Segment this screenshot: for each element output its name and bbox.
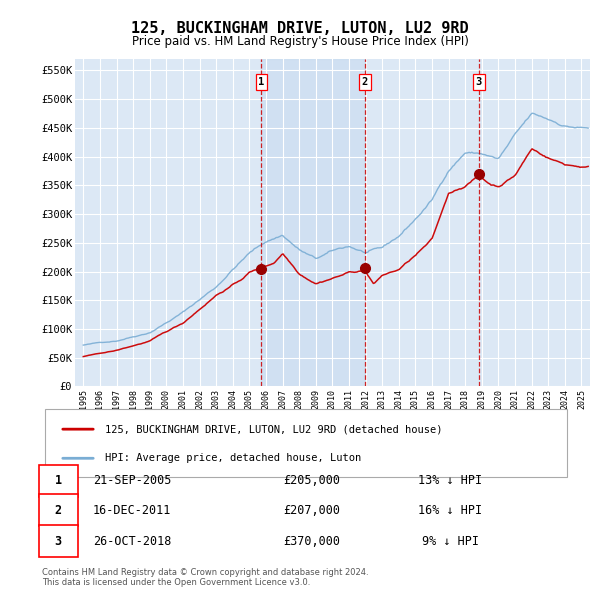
Text: 1: 1 [55,474,62,487]
Text: 2: 2 [362,77,368,87]
Text: HPI: Average price, detached house, Luton: HPI: Average price, detached house, Luto… [105,453,361,463]
Text: 13% ↓ HPI: 13% ↓ HPI [418,474,482,487]
Text: 2: 2 [55,504,62,517]
Bar [262,59,365,386]
Text: £370,000: £370,000 [284,535,341,548]
Text: 16% ↓ HPI: 16% ↓ HPI [418,504,482,517]
Text: Price paid vs. HM Land Registry's House Price Index (HPI): Price paid vs. HM Land Registry's House … [131,35,469,48]
Text: 125, BUCKINGHAM DRIVE, LUTON, LU2 9RD (detached house): 125, BUCKINGHAM DRIVE, LUTON, LU2 9RD (d… [105,424,443,434]
Text: 125, BUCKINGHAM DRIVE, LUTON, LU2 9RD: 125, BUCKINGHAM DRIVE, LUTON, LU2 9RD [131,21,469,35]
Text: £207,000: £207,000 [284,504,341,517]
Text: 1: 1 [258,77,265,87]
Text: 9% ↓ HPI: 9% ↓ HPI [421,535,479,548]
Text: 3: 3 [476,77,482,87]
Text: 21-SEP-2005: 21-SEP-2005 [93,474,171,487]
Text: 16-DEC-2011: 16-DEC-2011 [93,504,171,517]
Text: £205,000: £205,000 [284,474,341,487]
Text: 26-OCT-2018: 26-OCT-2018 [93,535,171,548]
Text: 3: 3 [55,535,62,548]
Text: Contains HM Land Registry data © Crown copyright and database right 2024.
This d: Contains HM Land Registry data © Crown c… [42,568,368,587]
